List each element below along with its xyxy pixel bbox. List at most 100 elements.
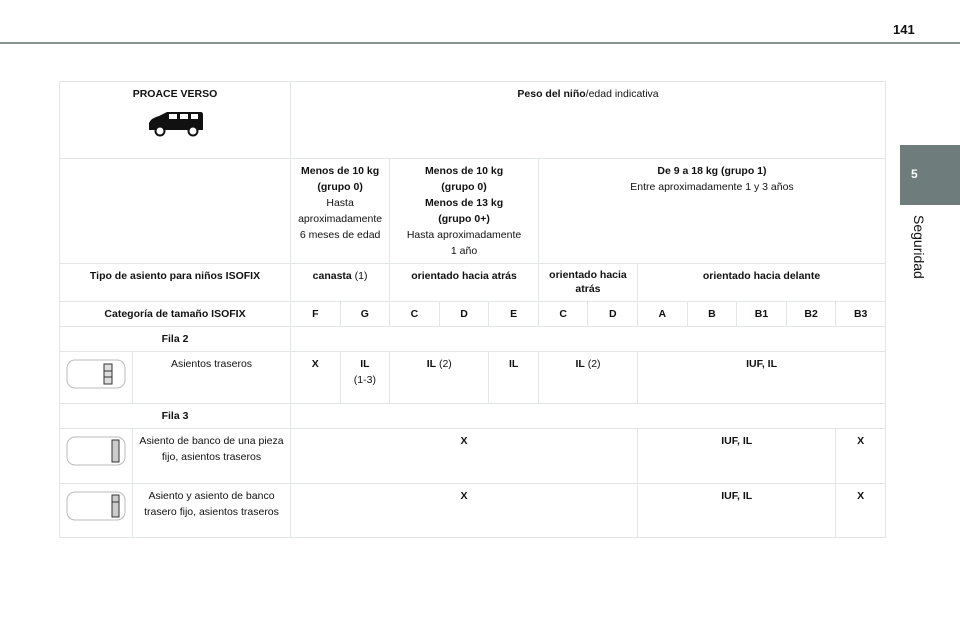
g-line: Hasta aproximadamente [406, 229, 522, 241]
size-text: D [460, 308, 468, 320]
cell-value: X [290, 483, 639, 538]
row-group-label: Fila 3 [58, 403, 292, 429]
size-text: B1 [754, 308, 769, 320]
empty-cell [290, 326, 886, 352]
type-cell: canasta (1) [290, 263, 391, 302]
size-cell: B [686, 301, 738, 327]
seat-label: Asiento de banco de una pieza fijo, asie… [131, 428, 292, 484]
type-cell: orientado hacia atrás [389, 263, 539, 302]
type-text: orientado hacia atrás [549, 269, 627, 295]
weight-header-rest: /edad indicativa [585, 88, 659, 100]
size-cell: E [488, 301, 539, 327]
size-label: Categoría de tamaño ISOFIX [58, 301, 292, 327]
value-text: IL [508, 358, 519, 370]
empty-cell [58, 158, 292, 264]
cell-value: IUF, IL [637, 483, 837, 538]
cell-value: IUF, IL [637, 428, 837, 484]
row-group-label: Fila 2 [58, 326, 292, 352]
cell-value: IL (2) [537, 351, 639, 404]
size-cell: C [537, 301, 589, 327]
size-cell: B1 [736, 301, 787, 327]
type-cell: orientado hacia atrás [537, 263, 639, 302]
value-text: IL [575, 358, 585, 370]
van-icon [149, 112, 203, 137]
value-note: (1-3) [353, 374, 376, 386]
size-text: A [658, 308, 667, 320]
type-text: orientado hacia delante [702, 270, 821, 282]
seat-diagram [59, 351, 133, 404]
group-1: De 9 a 18 kg (grupo 1) Entre aproximadame… [537, 158, 887, 264]
isofix-table: PROACE VERSO Peso del niño/edad indicati… [58, 81, 887, 538]
size-text: C [410, 308, 419, 320]
cell-value: X [290, 428, 639, 484]
fila2-text: Fila 2 [161, 333, 189, 345]
cell-value: IL [488, 351, 539, 404]
type-text: canasta [312, 270, 352, 282]
chapter-tab[interactable]: 5 [900, 145, 960, 205]
type-label-text: Tipo de asiento para niños ISOFIX [89, 270, 261, 282]
cell-value: IL (1-3) [339, 351, 391, 404]
car-top-view-icon [66, 359, 126, 389]
g-line: Menos de 10 kg [424, 165, 504, 177]
g-line: 6 meses de edad [299, 229, 381, 241]
seat-label: Asiento y asiento de banco trasero fijo,… [131, 483, 292, 538]
cell-value: IUF, IL [637, 351, 886, 404]
size-cell: B2 [785, 301, 837, 327]
value-text: IUF, IL [721, 490, 753, 502]
size-text: B [708, 308, 716, 320]
empty-cell [290, 403, 886, 429]
size-cell: B3 [835, 301, 886, 327]
type-label: Tipo de asiento para niños ISOFIX [58, 263, 292, 302]
g-line: Menos de 13 kg [424, 197, 504, 209]
value-text: IL [426, 358, 437, 370]
vehicle-name: PROACE VERSO [132, 88, 218, 100]
weight-header: Peso del niño/edad indicativa [290, 81, 886, 159]
value-text: IUF, IL [721, 435, 753, 447]
size-label-text: Categoría de tamaño ISOFIX [104, 308, 246, 320]
g-line: 1 año [450, 245, 478, 257]
size-text: F [312, 308, 319, 320]
seat-label: Asientos traseros [131, 351, 292, 404]
size-text: E [510, 308, 518, 320]
size-text: B2 [804, 308, 818, 320]
value-text: X [311, 358, 319, 370]
group-0plus: Menos de 10 kg (grupo 0) Menos de 13 kg (gr… [389, 158, 539, 264]
value-text: IL [360, 358, 370, 370]
cell-value: IL (2) [389, 351, 490, 404]
cell-value: X [835, 483, 886, 538]
cell-value: X [835, 428, 886, 484]
value-note: (2) [584, 358, 601, 370]
vehicle-cell: PROACE VERSO [58, 81, 292, 159]
value-text: IUF, IL [746, 358, 777, 370]
size-cell: D [587, 301, 639, 327]
seat-diagram [59, 483, 133, 538]
size-cell: G [339, 301, 391, 327]
cell-value: X [290, 351, 341, 404]
g-line: Entre aproximadamente 1 y 3 años [630, 181, 794, 193]
header-divider [0, 42, 960, 44]
g-line: Hasta [326, 197, 354, 209]
chapter-label: Seguridad [911, 215, 927, 279]
car-top-view-icon [66, 436, 126, 466]
size-text: B3 [853, 308, 868, 320]
value-text: X [460, 490, 468, 502]
value-note: (2) [436, 358, 452, 370]
chapter-number: 5 [911, 167, 918, 181]
type-cell: orientado hacia delante [637, 263, 886, 302]
type-text: orientado hacia atrás [411, 270, 517, 282]
value-text: X [857, 490, 865, 502]
size-cell: C [389, 301, 440, 327]
car-top-view-icon [66, 491, 126, 521]
g-line: De 9 a 18 kg (grupo 1) [657, 165, 767, 177]
size-cell: D [438, 301, 490, 327]
value-text: X [460, 435, 468, 447]
group-0: Menos de 10 kg (grupo 0) Hasta aproximadame… [290, 158, 391, 264]
value-text: X [857, 435, 865, 447]
size-text: G [360, 308, 369, 320]
fila3-text: Fila 3 [161, 410, 189, 422]
size-text: C [559, 308, 567, 320]
weight-header-bold: Peso del niño [517, 88, 586, 100]
size-cell: F [290, 301, 341, 327]
g-line: Menos de 10 kg [300, 165, 380, 177]
g-line: (grupo 0) [317, 181, 363, 193]
